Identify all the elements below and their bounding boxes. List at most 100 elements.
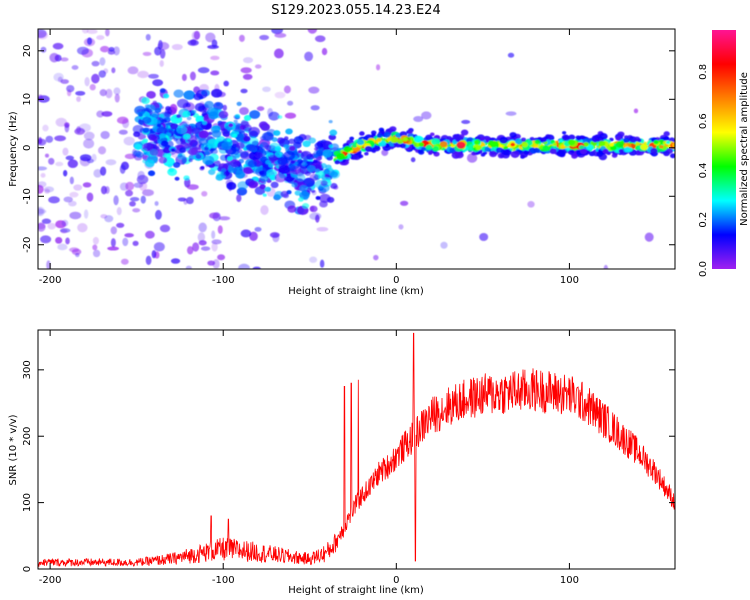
spectrogram-cell bbox=[236, 101, 242, 106]
spectrogram-cell bbox=[653, 140, 659, 145]
spectrogram-cell bbox=[105, 29, 110, 37]
spectrogram-cell bbox=[611, 153, 618, 158]
spectrogram-cell bbox=[200, 165, 205, 170]
spectrogram-cell bbox=[142, 189, 154, 197]
spectrogram-cell bbox=[264, 186, 272, 192]
spectrogram-ylabel: Frequency (Hz) bbox=[8, 111, 19, 187]
spectrogram-cell bbox=[210, 55, 220, 61]
colorbar-tick-label: 0.0 bbox=[698, 261, 709, 277]
spectrogram-cell bbox=[179, 147, 187, 153]
spectrogram-cell bbox=[173, 137, 178, 142]
spectrogram-cell bbox=[249, 110, 261, 119]
spectrogram-cell bbox=[283, 85, 291, 94]
spectrogram-cell bbox=[603, 264, 609, 269]
spectrogram-cell bbox=[321, 47, 328, 56]
spectrogram-cell bbox=[260, 205, 269, 215]
spectrogram-cell bbox=[68, 200, 77, 207]
spectrogram-cell bbox=[329, 129, 338, 136]
spectrogram-cell bbox=[211, 242, 218, 252]
spectrogram-cell bbox=[408, 130, 413, 134]
spectrogram-cell bbox=[69, 176, 74, 185]
spectrogram-cell bbox=[371, 149, 376, 153]
spectrogram-cell bbox=[287, 100, 294, 106]
spectrogram-cell bbox=[274, 91, 286, 99]
spectrogram-cell bbox=[197, 67, 210, 74]
snr-xtick-label: 0 bbox=[393, 575, 399, 586]
snr-ytick-label: 0 bbox=[22, 566, 33, 572]
spectrogram-cell bbox=[277, 115, 283, 119]
spectrogram-xtick-label: 100 bbox=[560, 275, 579, 286]
spectrogram-cell bbox=[171, 43, 183, 51]
spectrogram-cell bbox=[52, 42, 64, 50]
spectrogram-cell bbox=[425, 134, 433, 141]
spectrogram-cell bbox=[110, 226, 117, 235]
spectrogram-cell bbox=[190, 147, 201, 156]
spectrogram-cell bbox=[633, 136, 641, 142]
spectrogram-cell bbox=[623, 137, 630, 143]
spectrogram-cell bbox=[283, 150, 296, 161]
spectrogram-cell bbox=[124, 233, 134, 238]
spectrogram-cell bbox=[172, 162, 181, 168]
spectrogram-cell bbox=[105, 88, 113, 99]
spectrogram-cell bbox=[210, 70, 220, 76]
spectrogram-cell bbox=[65, 237, 70, 245]
spectrogram-cell bbox=[208, 131, 213, 136]
spectrogram-cell bbox=[262, 86, 271, 93]
spectrogram-cell bbox=[205, 32, 216, 43]
spectrogram-cell bbox=[266, 169, 278, 178]
spectrogram-cell bbox=[82, 182, 92, 188]
spectrogram-cell bbox=[182, 110, 191, 118]
spectrogram-cell bbox=[510, 150, 520, 158]
spectrogram-cell bbox=[71, 248, 82, 255]
spectrogram-cell bbox=[402, 137, 408, 142]
spectrogram-cell bbox=[159, 88, 166, 94]
spectrogram-cell bbox=[156, 123, 162, 128]
spectrogram-cell bbox=[151, 111, 160, 118]
spectrogram-cell bbox=[129, 201, 136, 207]
spectrogram-cell bbox=[110, 238, 116, 248]
spectrogram-cell bbox=[40, 173, 46, 178]
snr-xlabel: Height of straight line (km) bbox=[288, 585, 424, 596]
spectrogram-cell bbox=[38, 137, 43, 145]
spectrogram-cell bbox=[272, 233, 280, 243]
spectrogram-cell bbox=[609, 142, 614, 147]
spectrogram-cell bbox=[76, 96, 81, 102]
colorbar-tick-label: 0.8 bbox=[698, 64, 709, 80]
spectrogram-cell bbox=[302, 140, 311, 148]
spectrogram-cell bbox=[183, 90, 196, 100]
spectrogram-cell bbox=[234, 153, 240, 158]
spectrogram-cell bbox=[159, 133, 166, 139]
spectrogram-cell bbox=[609, 145, 617, 151]
spectrogram-cell bbox=[176, 114, 182, 119]
spectrogram-cell bbox=[254, 64, 262, 69]
spectrogram-cell bbox=[211, 130, 222, 138]
spectrogram-cell bbox=[373, 254, 379, 261]
spectrogram-cell bbox=[75, 253, 80, 258]
spectrogram-cell bbox=[159, 60, 164, 67]
spectrogram-cell bbox=[192, 242, 200, 252]
spectrogram-cell bbox=[579, 148, 587, 155]
spectrogram-cell bbox=[89, 84, 96, 91]
spectrogram-cell bbox=[265, 159, 272, 165]
spectrogram-cell bbox=[83, 138, 95, 149]
spectrogram-cell bbox=[48, 196, 60, 204]
spectrogram-cell bbox=[663, 131, 670, 137]
spectrogram-cell bbox=[489, 150, 498, 158]
spectrogram-cell bbox=[268, 154, 278, 163]
spectrogram-cell bbox=[309, 173, 319, 181]
spectrogram-cell bbox=[195, 115, 205, 124]
spectrogram-cell bbox=[38, 181, 47, 188]
spectrogram-cell bbox=[364, 151, 369, 156]
spectrogram-cell bbox=[158, 39, 163, 50]
spectrogram-cell bbox=[76, 46, 89, 55]
spectrogram-cell bbox=[62, 147, 69, 156]
spectrogram-cell bbox=[151, 250, 157, 259]
spectrogram-cell bbox=[234, 113, 241, 119]
spectrogram-cell bbox=[652, 144, 657, 149]
spectrogram-cell bbox=[185, 103, 191, 108]
spectrogram-cell bbox=[163, 111, 172, 118]
spectrogram-cell bbox=[141, 97, 150, 105]
spectrogram-cell bbox=[671, 142, 675, 148]
spectrogram-cell bbox=[133, 131, 141, 138]
snr-axes: -200 -100 0 100 0 100 200 300 bbox=[22, 330, 675, 586]
